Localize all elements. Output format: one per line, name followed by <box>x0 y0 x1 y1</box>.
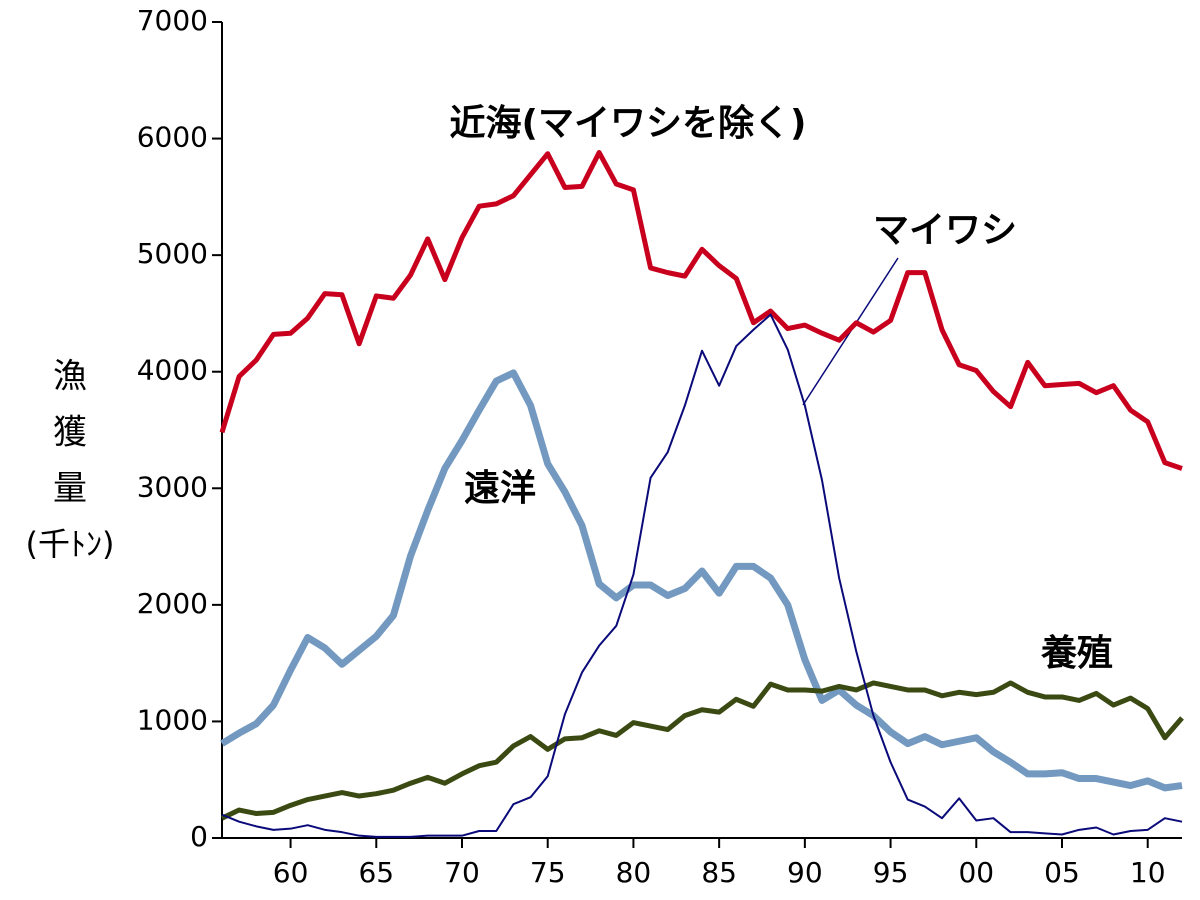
y-tick-label: 7000 <box>137 4 208 37</box>
series-line <box>221 313 1183 838</box>
x-tick-label: 75 <box>530 856 566 889</box>
y-tick-label: 0 <box>190 820 208 853</box>
series-label: 養殖 <box>1041 633 1113 674</box>
x-tick-label: 60 <box>273 856 309 889</box>
y-label: 漁 <box>53 357 87 397</box>
x-tick-label: 00 <box>958 856 994 889</box>
x-tick-label: 95 <box>873 856 909 889</box>
x-tick-label: 65 <box>358 856 394 889</box>
y-tick-label: 6000 <box>137 121 208 154</box>
y-label: 量 <box>53 469 87 509</box>
series-label: マイワシ <box>873 210 1017 251</box>
y-tick-label: 2000 <box>137 587 208 620</box>
x-tick-label: 80 <box>616 856 652 889</box>
y-label: (千ﾄﾝ) <box>26 525 115 563</box>
x-tick-label: 90 <box>787 856 823 889</box>
y-tick-label: 3000 <box>137 470 208 503</box>
series-line <box>220 680 1184 821</box>
x-tick-label: 05 <box>1044 856 1080 889</box>
y-tick-label: 1000 <box>137 703 208 736</box>
series-line <box>220 369 1183 792</box>
x-tick-label: 70 <box>444 856 480 889</box>
x-tick-label: 85 <box>701 856 737 889</box>
series-label: 近海(マイワシを除く) <box>450 103 807 144</box>
y-label: 獲 <box>53 413 87 453</box>
x-tick-label: 10 <box>1130 856 1166 889</box>
y-tick-label: 5000 <box>137 237 208 270</box>
series-label: 遠洋 <box>464 468 536 509</box>
series-line <box>219 150 1183 471</box>
y-tick-label: 4000 <box>137 354 208 387</box>
